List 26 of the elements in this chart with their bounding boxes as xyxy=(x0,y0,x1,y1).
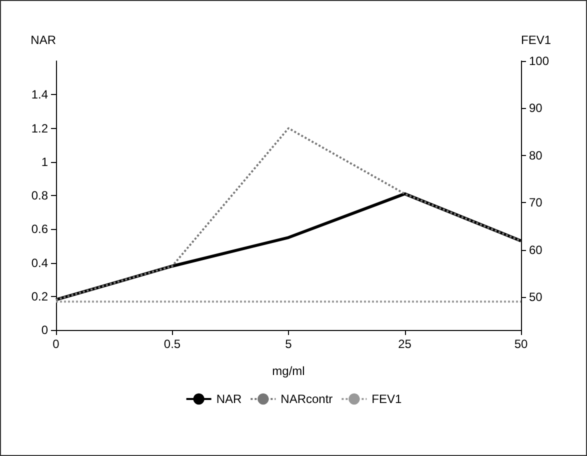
y2-tick-label: 80 xyxy=(529,148,543,162)
legend-label: NAR xyxy=(216,392,242,406)
y-axis-title: NAR xyxy=(30,33,56,47)
x-tick-label: 0 xyxy=(52,337,60,351)
x-tick-label: 25 xyxy=(398,337,412,351)
x-tick-label: 5 xyxy=(285,337,292,351)
y-tick-label: 0.4 xyxy=(31,256,48,270)
y-tick-label: 1.4 xyxy=(31,88,48,102)
y2-tick-label: 50 xyxy=(529,290,543,304)
y2-tick-label: 90 xyxy=(529,101,543,116)
y-tick-label: 0.8 xyxy=(31,188,48,202)
y-tick-label: 0.2 xyxy=(31,289,48,304)
legend-label: FEV1 xyxy=(372,392,402,406)
y2-tick-label: 60 xyxy=(529,242,543,257)
x-axis-title: mg/ml xyxy=(272,364,305,378)
x-tick-label: 0.5 xyxy=(164,337,181,351)
x-tick-label: 50 xyxy=(514,337,528,351)
y-tick-label: 1 xyxy=(41,154,48,169)
y2-tick-label: 70 xyxy=(529,196,543,210)
line-series xyxy=(55,127,522,301)
y-tick-label: 0.6 xyxy=(31,222,48,236)
legend-label: NARcontr xyxy=(280,392,333,406)
y-tick-label: 1.2 xyxy=(31,121,48,136)
y2-axis-title: FEV1 xyxy=(521,33,552,47)
y2-tick-label: 100 xyxy=(529,54,550,68)
y-tick-label: 0 xyxy=(41,323,48,337)
